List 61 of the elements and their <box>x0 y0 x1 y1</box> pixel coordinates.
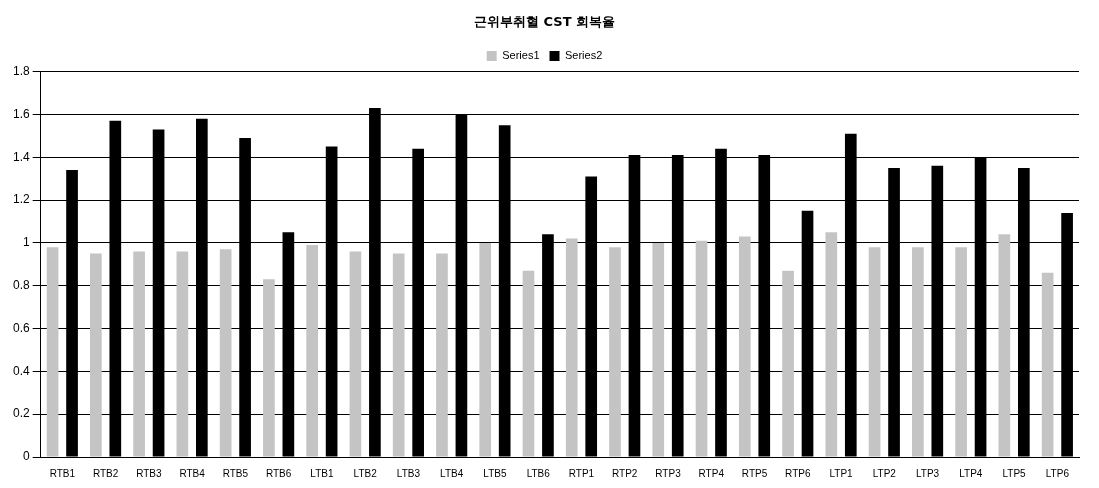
y-tick-label: 0.8 <box>12 278 30 293</box>
y-tick-label: 0.4 <box>12 363 30 378</box>
x-tick-label: RTP5 <box>741 467 768 479</box>
x-tick-label: RTB4 <box>179 467 206 479</box>
bar <box>349 251 362 457</box>
bar <box>912 247 924 457</box>
bar <box>782 270 794 457</box>
x-tick-label: LTP3 <box>915 467 940 479</box>
bar <box>998 234 1011 457</box>
bar <box>955 247 967 457</box>
x-tick-label: RTB1 <box>49 467 76 479</box>
x-tick-label: RTP1 <box>568 467 595 479</box>
x-tick-label: LTP2 <box>872 467 897 479</box>
x-tick-label: RTP3 <box>655 467 682 479</box>
x-tick-label: LTP6 <box>1045 467 1070 479</box>
y-tick-label: 1.6 <box>12 106 30 121</box>
y-tick-label: 1 <box>22 235 30 250</box>
legend-label: Series2 <box>565 49 603 62</box>
x-tick-label: RTB6 <box>265 467 292 479</box>
x-tick-label: LTB2 <box>353 467 378 479</box>
bar <box>46 247 59 457</box>
bar <box>219 249 232 457</box>
x-tick-label: LTB6 <box>526 467 551 479</box>
x-tick-label: RTP2 <box>612 467 638 479</box>
y-tick-label: 1.4 <box>12 149 30 164</box>
x-tick-label: LTP4 <box>959 467 983 479</box>
bar <box>695 240 708 457</box>
x-tick-label: RTP6 <box>785 467 811 479</box>
bar <box>522 270 535 457</box>
bar <box>868 247 881 457</box>
y-tick-label: 0 <box>22 449 30 464</box>
x-tick-label: LTP1 <box>829 467 854 479</box>
x-tick-label: RTB2 <box>92 467 119 479</box>
bar <box>392 253 405 457</box>
bar <box>1041 272 1054 457</box>
bar <box>479 242 492 457</box>
bar <box>652 242 665 457</box>
bar <box>609 247 621 457</box>
x-tick-label: LTB5 <box>483 467 507 479</box>
bar <box>825 232 838 457</box>
x-tick-label: RTP4 <box>698 467 725 479</box>
y-tick-label: 1.2 <box>12 192 30 207</box>
bar <box>133 251 145 457</box>
x-tick-label: LTB1 <box>310 467 334 479</box>
bar <box>306 245 318 457</box>
bar <box>738 236 751 457</box>
x-tick-label: RTB5 <box>222 467 249 479</box>
bar <box>436 253 448 457</box>
bar <box>263 279 275 457</box>
x-tick-label: LTB3 <box>396 467 421 479</box>
bar <box>90 253 102 457</box>
bar <box>176 251 189 457</box>
legend-label: Series1 <box>502 49 540 62</box>
y-tick-label: 1.8 <box>12 63 30 78</box>
x-tick-label: RTB3 <box>136 467 162 479</box>
y-tick-label: 0.6 <box>12 320 30 335</box>
chart-title: 근위부취혈 CST 회복율 <box>473 14 616 30</box>
x-tick-label: LTP5 <box>1002 467 1027 479</box>
x-tick-label: LTB4 <box>440 467 464 479</box>
y-tick-label: 0.2 <box>12 406 30 421</box>
bar <box>565 238 578 457</box>
